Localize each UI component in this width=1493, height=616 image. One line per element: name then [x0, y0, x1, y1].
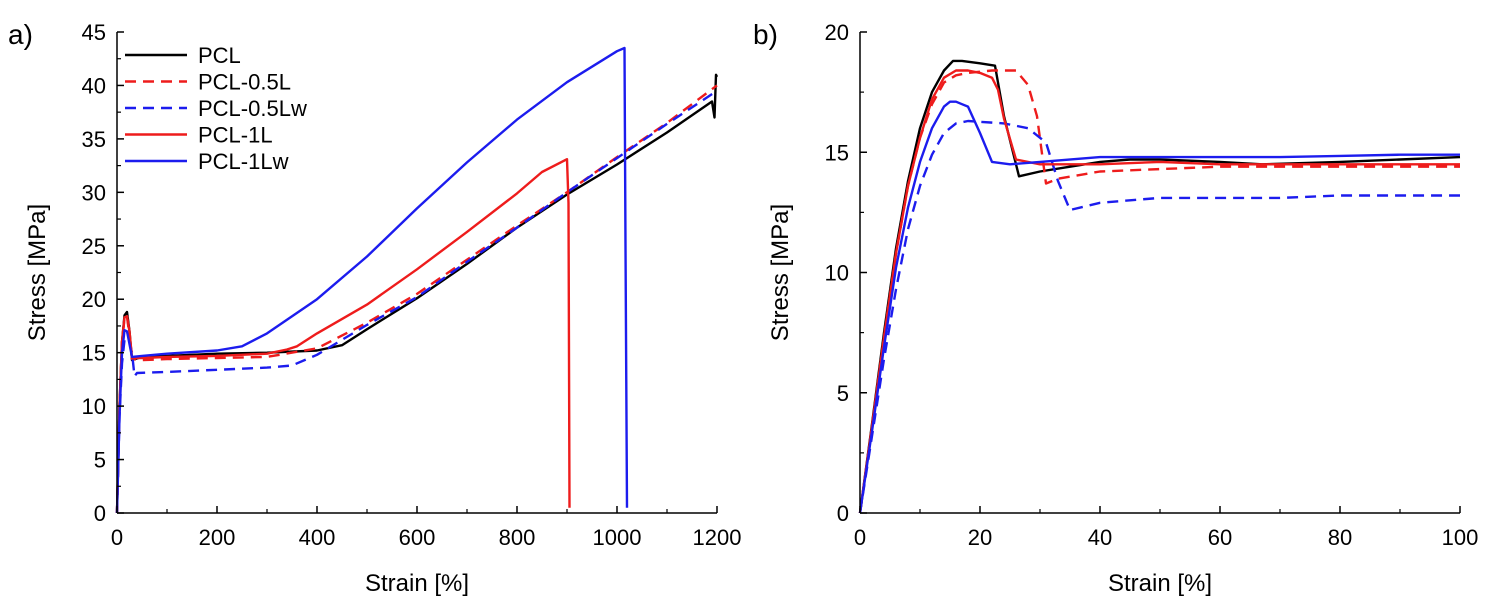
x-tick-label: 1000 [593, 525, 642, 550]
x-tick-label: 400 [299, 525, 336, 550]
panel-b-x-axis-title: Strain [%] [1108, 570, 1212, 597]
y-tick-label: 10 [82, 394, 106, 419]
series-line-pcl-1l [858, 69, 1460, 514]
x-tick-label: 1200 [693, 525, 742, 550]
x-tick-label: 40 [1088, 525, 1112, 550]
panel-b-strain-stress-zoom: b) 0 20 40 60 80 100 0 5 10 15 20 Strain [%] Stres… [753, 19, 1478, 597]
legend-label: PCL-0.5L [198, 70, 291, 95]
panel-a-y-axis-title: Stress [MPa] [24, 204, 51, 341]
y-tick-label: 35 [82, 127, 106, 152]
panel-a-strain-stress-full: a) 0 200 400 600 800 1000 1200 0 5 10 15 20 25 30 35 40… [8, 19, 741, 597]
y-tick-label: 5 [94, 448, 106, 473]
series-line-pcl-0-5l [858, 69, 1460, 514]
panel-b-y-axis-title: Stress [MPa] [767, 204, 794, 341]
series-line-pcl-1lw [858, 100, 1460, 514]
legend-label: PCL-0.5Lw [198, 96, 307, 121]
y-tick-label: 20 [825, 20, 849, 45]
y-tick-label: 15 [825, 140, 849, 165]
panel-b-label: b) [753, 19, 778, 50]
x-tick-label: 20 [968, 525, 992, 550]
series-line-pcl-0-5lw [115, 89, 718, 514]
y-tick-label: 25 [82, 234, 106, 259]
y-tick-label: 10 [825, 261, 849, 286]
series-line-pcl-1l [115, 157, 571, 514]
y-tick-label: 15 [82, 341, 106, 366]
x-tick-label: 0 [111, 525, 123, 550]
x-tick-label: 80 [1328, 525, 1352, 550]
panel-a-label: a) [8, 19, 33, 50]
series-line-pcl-1lw [115, 46, 629, 514]
panel-b-plot-area: 0 20 40 60 80 100 0 5 10 15 20 [825, 20, 1479, 550]
legend-label: PCL-1Lw [198, 149, 289, 174]
legend-label: PCL [198, 43, 241, 68]
x-tick-label: 200 [199, 525, 236, 550]
panel-a-x-axis-title: Strain [%] [365, 570, 469, 597]
panel-a-plot-area: 0 200 400 600 800 1000 1200 0 5 10 15 20 25 30 35 40 45 [82, 20, 742, 550]
legend-label: PCL-1L [198, 123, 273, 148]
y-tick-label: 0 [837, 501, 849, 526]
y-tick-label: 40 [82, 73, 106, 98]
y-tick-label: 30 [82, 180, 106, 205]
x-tick-label: 800 [499, 525, 536, 550]
series-line-pcl-0-5lw [858, 119, 1460, 514]
x-tick-label: 100 [1442, 525, 1479, 550]
y-tick-label: 0 [94, 501, 106, 526]
x-tick-label: 0 [854, 525, 866, 550]
y-tick-label: 45 [82, 20, 106, 45]
x-tick-label: 60 [1208, 525, 1232, 550]
x-tick-label: 600 [399, 525, 436, 550]
y-tick-label: 5 [837, 381, 849, 406]
y-tick-label: 20 [82, 287, 106, 312]
